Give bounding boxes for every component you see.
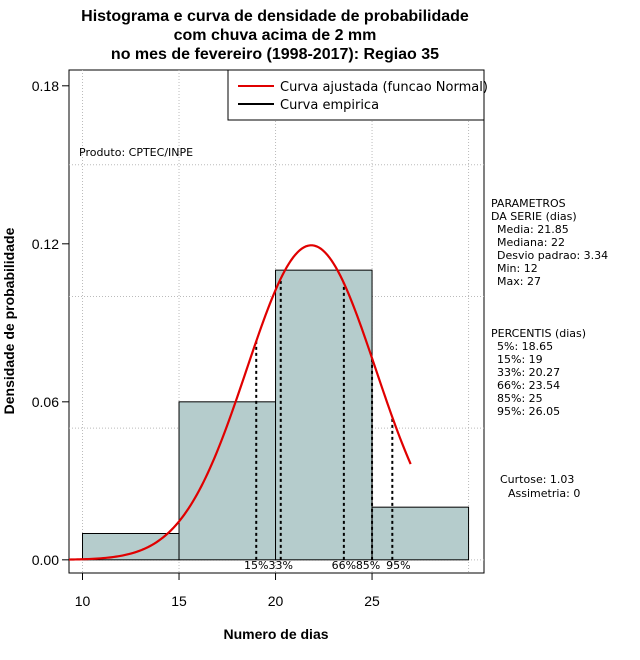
y-axis-title: Densidade de probabilidade — [1, 227, 17, 414]
normal-curve-line — [68, 244, 412, 561]
stats-panel: PARAMETROS DA SERIE (dias) Media: 21.85 … — [491, 197, 608, 500]
percentil-95: 95%: 26.05 — [497, 405, 560, 418]
chart-title-line-2: com chuva acima de 2 mm — [174, 27, 377, 44]
y-axis: 0.00 0.06 0.12 0.18 — [32, 78, 69, 568]
y-tick-label-3: 0.18 — [32, 78, 59, 94]
y-tick-label-0: 0.00 — [32, 552, 59, 568]
param-max: Max: 27 — [497, 275, 541, 288]
percentil-15: 15%: 19 — [497, 353, 543, 366]
legend-label-normal: Curva ajustada (funcao Normal) — [280, 80, 488, 95]
percentile-label-4: 95% — [386, 559, 410, 572]
param-mediana: Mediana: 22 — [497, 236, 565, 249]
legend-box — [227, 69, 485, 121]
param-min: Min: 12 — [497, 262, 538, 275]
percentil-85: 85%: 25 — [497, 392, 543, 405]
x-tick-label-2: 20 — [268, 593, 284, 609]
x-tick-label-1: 15 — [171, 593, 187, 609]
chart-title-line-3: no mes de fevereiro (1998-2017): Regiao … — [111, 46, 439, 63]
param-media: Media: 21.85 — [497, 223, 569, 236]
params-title-line-2: DA SERIE (dias) — [491, 210, 577, 223]
histogram-bar-3 — [371, 506, 470, 561]
legend: Curva ajustada (funcao Normal) Curva emp… — [227, 69, 488, 121]
assimetria-label: Assimetria: 0 — [508, 487, 580, 500]
histogram-bars — [82, 269, 470, 561]
x-axis: 10 15 20 25 — [75, 573, 380, 609]
percentile-label-3: 85% — [356, 559, 380, 572]
percentile-label-1: 33% — [269, 559, 293, 572]
y-tick-label-1: 0.06 — [32, 394, 59, 410]
product-label: Produto: CPTEC/INPE — [79, 146, 193, 159]
x-tick-label-3: 25 — [364, 593, 380, 609]
histogram-bar-2 — [275, 269, 373, 561]
param-desvio: Desvio padrao: 3.34 — [497, 249, 608, 262]
percentil-33: 33%: 20.27 — [497, 366, 560, 379]
x-axis-title: Numero de dias — [223, 626, 328, 642]
percentil-5: 5%: 18.65 — [497, 340, 553, 353]
percentis-title: PERCENTIS (dias) — [491, 327, 586, 340]
y-tick-label-2: 0.12 — [32, 236, 59, 252]
percentile-label-2: 66% — [332, 559, 356, 572]
percentile-label-0: 15% — [244, 559, 268, 572]
legend-label-empirical: Curva empirica — [280, 98, 379, 113]
params-title-line-1: PARAMETROS — [491, 197, 566, 210]
chart-title-line-1: Histograma e curva de densidade de proba… — [81, 8, 469, 25]
percentil-66: 66%: 23.54 — [497, 379, 560, 392]
curtose-label: Curtose: 1.03 — [500, 473, 574, 486]
percentile-lines — [255, 278, 394, 560]
x-tick-label-0: 10 — [75, 593, 91, 609]
percentile-labels: 15% 33% 66% 85% 95% — [244, 559, 411, 572]
